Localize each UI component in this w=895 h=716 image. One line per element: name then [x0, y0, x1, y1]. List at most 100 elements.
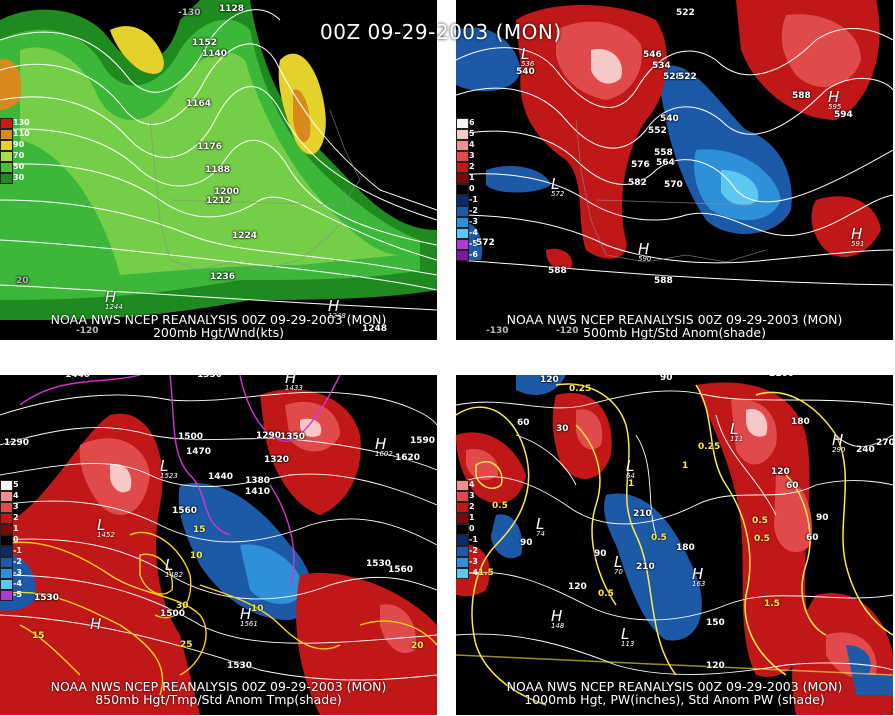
caption-line2: 850mb Hgt/Tmp/Std Anom Tmp(shade) [95, 692, 342, 707]
contour-label: 1410 [303, 375, 328, 377]
legend-label: 3 [13, 502, 19, 511]
longitude-label: -130 [178, 8, 201, 18]
high-pressure-marker: H 148 [551, 607, 565, 630]
longitude-label: -130 [486, 326, 509, 336]
legend-label: 30 [13, 173, 25, 182]
legend-label: 90 [13, 140, 25, 149]
map-850mb [0, 375, 437, 715]
contour-label: 1470 [186, 447, 212, 457]
contour-label: 594 [834, 110, 853, 120]
contour-label: 1290 [4, 438, 30, 448]
temperature-label: 25 [180, 640, 193, 650]
wind-legend: 130 110 90 70 50 30 [0, 118, 30, 184]
legend-swatch [0, 524, 13, 535]
contour-label: 120 [771, 467, 790, 477]
legend-label: 110 [13, 129, 30, 138]
legend-label: 1 [13, 524, 19, 533]
contour-label: 210 [636, 562, 655, 572]
legend-swatch [456, 140, 469, 151]
contour-label: 522 [678, 72, 697, 82]
contour-label: 1440 [208, 472, 234, 482]
caption-line2: 500mb Hgt/Std Anom(shade) [583, 325, 766, 340]
temperature-label: 30 [176, 601, 189, 611]
low-pressure-marker: L 536 [521, 45, 535, 68]
contour-label: 540 [660, 114, 679, 124]
high-pressure-marker: H 1244 [105, 288, 123, 311]
high-pressure-marker: H 1561 [240, 605, 258, 628]
low-pressure-marker: L 1523 [160, 457, 178, 480]
legend-label: -2 [469, 546, 478, 555]
legend-swatch [0, 557, 13, 568]
pw-label: 0.5 [492, 501, 508, 511]
legend-label: -4 [469, 228, 478, 237]
contour-label: 150 [706, 618, 725, 628]
legend-label: -1 [469, 195, 478, 204]
panel-200mb: 130 110 90 70 50 30 1128 1152 1140 1164 1176 … [0, 0, 437, 340]
legend-label: 6 [469, 118, 475, 127]
legend-swatch [456, 557, 469, 568]
contour-label: 120 [568, 582, 587, 592]
caption-line1: NOAA NWS NCEP REANALYSIS 00Z 09-29-2003 … [50, 312, 387, 327]
contour-label: 1350 [197, 375, 223, 380]
low-pressure-marker: L 74 [536, 515, 545, 538]
contour-label: 60 [517, 418, 530, 428]
legend-swatch [0, 118, 13, 129]
legend-label: 3 [469, 151, 475, 160]
low-pressure-marker: L 70 [614, 553, 623, 576]
legend-swatch [456, 118, 469, 129]
legend-swatch [456, 524, 469, 535]
legend-label: -1 [469, 535, 478, 544]
legend-label: 4 [13, 491, 19, 500]
pw-label: 0.5 [752, 516, 768, 526]
low-pressure-marker: L 64 [626, 457, 635, 480]
contour-label: 1620 [395, 453, 421, 463]
contour-label: 528 [663, 72, 682, 82]
legend-label: -4 [13, 579, 22, 588]
pw-label: 1 [628, 479, 635, 489]
contour-label: 2100 [769, 375, 794, 379]
high-pressure-marker: H 595 [828, 88, 842, 111]
legend-swatch [0, 480, 13, 491]
legend-swatch [456, 491, 469, 502]
contour-label: 1290 [256, 431, 282, 441]
legend-swatch [0, 590, 13, 601]
pw-label: 0.5 [598, 589, 614, 599]
low-pressure-marker: L 572 [551, 175, 565, 198]
legend-swatch [456, 162, 469, 173]
contour-label: 1176 [197, 142, 223, 152]
low-pressure-marker: L 111 [730, 420, 744, 443]
legend-label: -5 [13, 590, 22, 599]
contour-label: 90 [816, 513, 829, 523]
contour-label: 572 [476, 238, 495, 248]
contour-label: 120 [706, 661, 725, 671]
contour-label: 570 [664, 180, 683, 190]
contour-label: 180 [791, 417, 810, 427]
contour-label: 90 [520, 538, 533, 548]
legend-label: 4 [469, 140, 475, 149]
legend-swatch [0, 535, 13, 546]
legend-swatch [456, 228, 469, 239]
high-pressure-marker: H 290 [832, 431, 846, 454]
high-pressure-marker: H 591 [851, 225, 865, 248]
panel-500mb: 6 5 4 3 2 1 0 -1 -2 -3 -4 -5 -6 522 540 546 534 528 … [456, 0, 893, 340]
contour-label: 240 [856, 445, 875, 455]
contour-label: 1212 [206, 196, 232, 206]
legend-swatch [0, 173, 13, 184]
contour-label: 1236 [210, 272, 236, 282]
pw-label: 1.5 [764, 599, 780, 609]
legend-swatch [0, 140, 13, 151]
legend-label: 130 [13, 118, 30, 127]
contour-label: 558 [654, 148, 673, 158]
low-pressure-marker: L 113 [621, 625, 635, 648]
legend-swatch [456, 535, 469, 546]
map-500mb [456, 0, 893, 286]
legend-label: 3 [469, 491, 475, 500]
legend-swatch [0, 129, 13, 140]
pw-label: 0.5 [754, 534, 770, 544]
legend-swatch [456, 513, 469, 524]
contour-label: 270 [876, 438, 893, 448]
legend-label: 0 [13, 535, 19, 544]
caption-line2: 200mb Hgt/Wnd(kts) [152, 325, 284, 340]
contour-label: 522 [676, 8, 695, 18]
legend-swatch [456, 151, 469, 162]
